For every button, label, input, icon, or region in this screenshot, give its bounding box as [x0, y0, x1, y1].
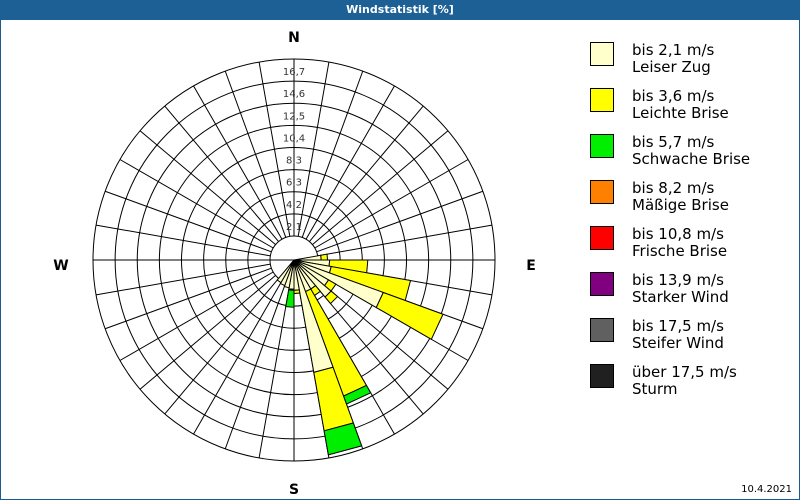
legend-swatch: [590, 226, 614, 250]
ring-label: 12,5: [283, 111, 305, 122]
legend-swatch: [590, 318, 614, 342]
legend-label: bis 8,2 m/s Mäßige Brise: [632, 179, 729, 214]
grid-spoke: [164, 105, 279, 242]
legend-label: bis 17,5 m/s Steifer Wind: [632, 317, 724, 352]
legend-label: bis 10,8 m/s Frische Brise: [632, 225, 728, 260]
legend-swatch: [590, 364, 614, 388]
ring-label: 8,3: [286, 156, 302, 167]
grid-spoke: [224, 282, 287, 450]
ring-label: 2,1: [286, 222, 302, 233]
grid-spoke: [119, 271, 274, 361]
legend-swatch: [590, 134, 614, 158]
grid-spoke: [224, 70, 287, 238]
grid-spoke: [119, 159, 274, 249]
grid-spoke: [258, 283, 291, 459]
grid-spoke: [297, 61, 330, 237]
grid-spoke: [104, 190, 272, 253]
ring-label: 6,3: [286, 178, 302, 189]
wind-bar: [323, 422, 363, 456]
legend-swatch: [590, 88, 614, 112]
window-title: Windstatistik [%]: [0, 0, 800, 20]
grid-spoke: [139, 275, 276, 390]
wind-bar: [293, 289, 301, 295]
ring-label: 14,6: [283, 89, 305, 100]
compass-s: S: [289, 482, 299, 498]
grid-spoke: [314, 159, 469, 249]
legend-label: bis 13,9 m/s Starker Wind: [632, 271, 729, 306]
grid-spoke: [104, 267, 272, 330]
wind-bar: [375, 291, 444, 341]
compass-n: N: [288, 30, 300, 46]
compass-e: E: [526, 258, 536, 274]
date-label: 10.4.2021: [741, 484, 792, 495]
grid-spoke: [95, 263, 271, 296]
grid-spoke: [164, 278, 279, 415]
ring-label: 10,4: [283, 133, 305, 144]
grid-spoke: [139, 130, 276, 245]
legend-swatch: [590, 42, 614, 66]
legend-swatch: [590, 180, 614, 204]
grid-spoke: [193, 280, 283, 435]
grid-spoke: [317, 224, 493, 257]
wind-bar: [320, 253, 329, 261]
ring-label: 16,7: [283, 67, 305, 78]
wind-bar: [324, 290, 339, 305]
legend-label: bis 3,6 m/s Leichte Brise: [632, 87, 729, 122]
wind-bar: [276, 259, 295, 284]
grid-spoke: [193, 85, 283, 240]
legend-label: über 17,5 m/s Sturm: [632, 363, 737, 398]
wind-bar: [285, 289, 295, 308]
compass-w: W: [53, 258, 68, 274]
grid-spoke: [312, 130, 449, 245]
grid-spoke: [309, 105, 424, 242]
grid-spoke: [258, 61, 291, 237]
legend-swatch: [590, 272, 614, 296]
grid-spoke: [305, 85, 395, 240]
ring-label: 4,2: [286, 200, 302, 211]
grid-spoke: [95, 224, 271, 257]
legend-label: bis 5,7 m/s Schwache Brise: [632, 133, 751, 168]
grid-spoke: [301, 70, 364, 238]
grid-spoke: [316, 190, 484, 253]
legend-label: bis 2,1 m/s Leiser Zug: [632, 41, 715, 76]
